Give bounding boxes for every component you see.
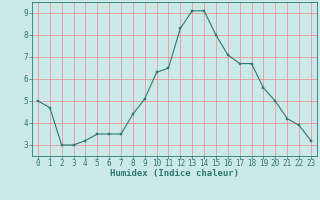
X-axis label: Humidex (Indice chaleur): Humidex (Indice chaleur) [110, 169, 239, 178]
